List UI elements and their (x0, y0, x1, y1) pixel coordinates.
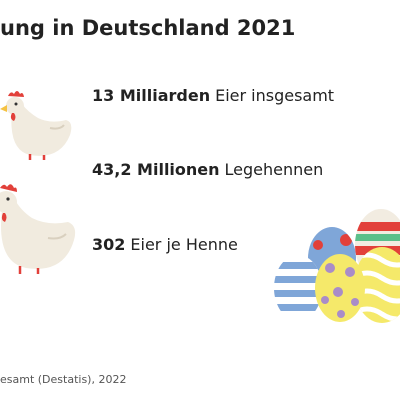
fact-text: Eier insgesamt (215, 86, 335, 105)
fact: 302 Eier je Henne (92, 235, 238, 254)
chicken-icon (0, 91, 72, 160)
fact: 13 Milliarden Eier insgesamt (92, 86, 334, 105)
fact-figure: 13 Milliarden (92, 86, 211, 105)
fact: 43,2 Millionen Legehennen (92, 160, 323, 179)
fact-figure: 43,2 Millionen (92, 160, 220, 179)
chicken-icon (0, 184, 76, 274)
title: ung in Deutschland 2021 (0, 16, 296, 40)
source: esamt (Destatis), 2022 (0, 373, 127, 386)
fact-text: Eier je Henne (130, 235, 238, 254)
fact-figure: 302 (92, 235, 126, 254)
easter-eggs-icon (274, 209, 400, 323)
fact-text: Legehennen (224, 160, 324, 179)
